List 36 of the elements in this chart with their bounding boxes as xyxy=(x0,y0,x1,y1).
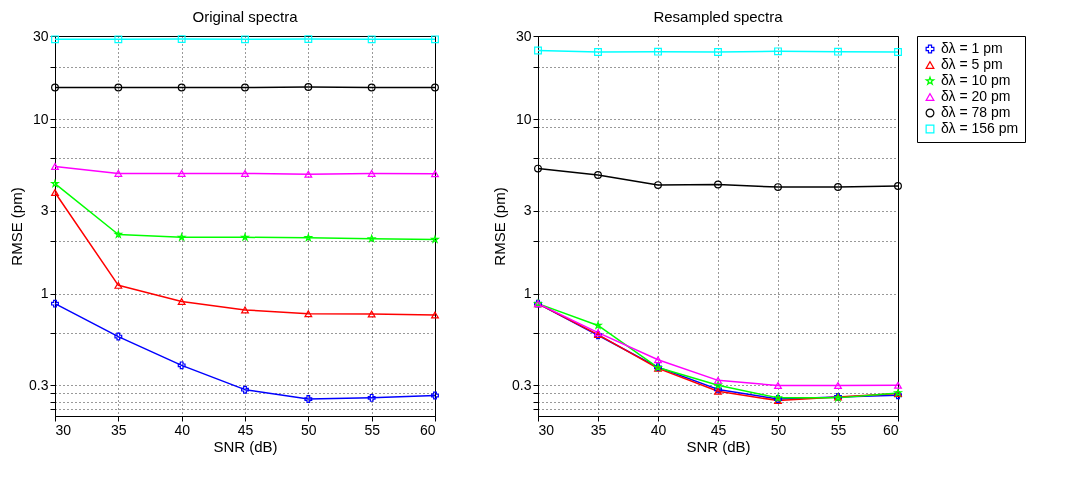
legend-label: δλ = 10 pm xyxy=(941,72,1011,88)
x-tick-label: 45 xyxy=(237,421,254,438)
x-tick-label: 40 xyxy=(650,421,667,438)
legend-label: δλ = 156 pm xyxy=(941,120,1019,136)
y-axis-title: RMSE (pm) xyxy=(8,187,26,266)
x-tick-label: 40 xyxy=(174,421,191,438)
y-tick-label: 3 xyxy=(40,202,49,219)
x-tick-label: 30 xyxy=(538,421,555,438)
y-tick-label: 0.3 xyxy=(512,376,532,393)
x-tick-label: 35 xyxy=(590,421,607,438)
legend-label: δλ = 5 pm xyxy=(941,56,1003,72)
legend-label: δλ = 20 pm xyxy=(941,88,1011,104)
chart-title: Resampled spectra xyxy=(653,8,784,25)
x-axis-title: SNR (dB) xyxy=(686,437,751,455)
legend-label: δλ = 78 pm xyxy=(941,104,1011,120)
x-tick-label: 60 xyxy=(882,421,899,438)
x-tick-label: 60 xyxy=(419,421,436,438)
x-tick-label: 35 xyxy=(111,421,127,438)
y-tick-label: 0.3 xyxy=(29,376,49,393)
y-tick-label: 1 xyxy=(523,285,532,302)
x-tick-label: 55 xyxy=(364,421,381,438)
y-tick-label: 30 xyxy=(515,27,532,44)
x-tick-label: 55 xyxy=(830,421,847,438)
y-axis-title: RMSE (pm) xyxy=(491,187,509,266)
legend-label: δλ = 1 pm xyxy=(941,40,1003,56)
y-tick-label: 10 xyxy=(32,110,49,127)
y-tick-label: 30 xyxy=(32,27,49,44)
y-tick-label: 1 xyxy=(40,285,49,302)
y-tick-label: 10 xyxy=(515,110,532,127)
x-tick-label: 50 xyxy=(770,421,787,438)
x-axis-title: SNR (dB) xyxy=(213,437,278,455)
chart-title: Original spectra xyxy=(192,8,299,25)
x-tick-label: 50 xyxy=(301,421,317,438)
y-tick-label: 3 xyxy=(523,202,532,219)
x-tick-label: 30 xyxy=(55,421,72,438)
x-tick-label: 45 xyxy=(710,421,727,438)
